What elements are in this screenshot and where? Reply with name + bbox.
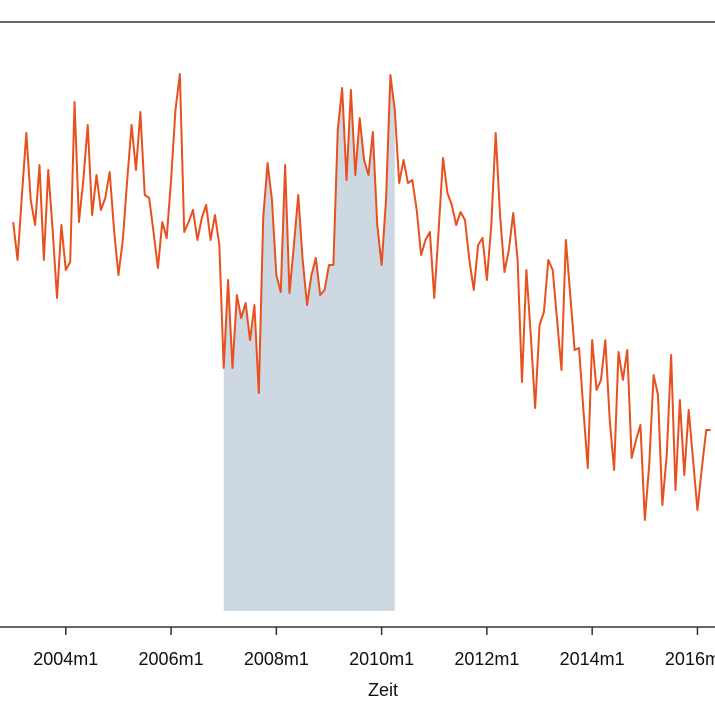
x-tick-label: 2010m1 [349,649,414,669]
x-tick-label: 2014m1 [560,649,625,669]
x-tick-label: 2012m1 [454,649,519,669]
x-tick-label: 2006m1 [139,649,204,669]
data-line [12,73,711,521]
x-tick-label: 2008m1 [244,649,309,669]
x-tick-label: 2016m1 [665,649,715,669]
x-tick-label: 2004m1 [33,649,98,669]
x-axis-label: Zeit [368,680,398,700]
shaded-area [223,75,395,611]
